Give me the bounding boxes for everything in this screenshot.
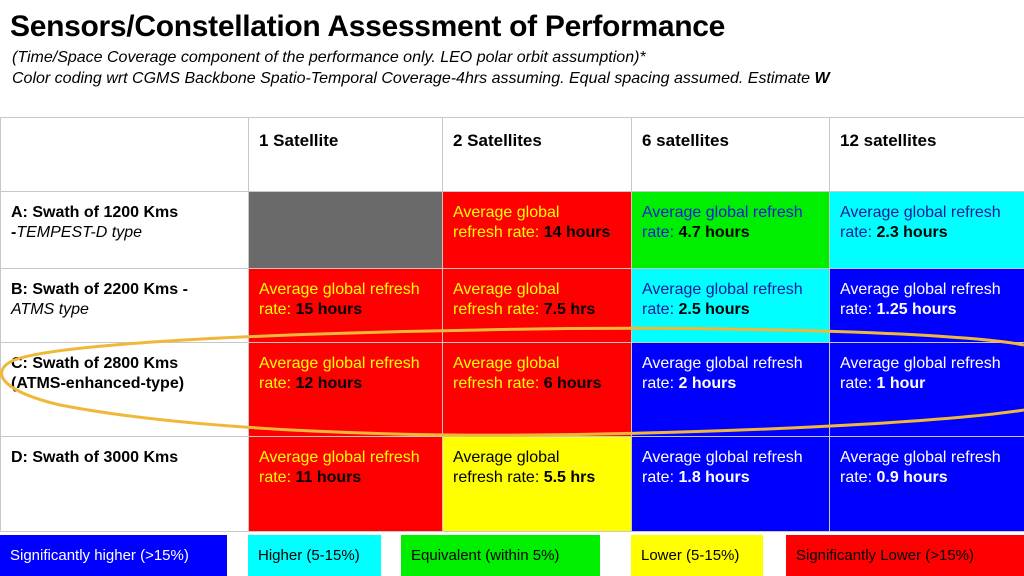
cell-d-1sat: Average global refresh rate: 11 hours bbox=[248, 436, 443, 532]
legend-equivalent: Equivalent (within 5%) bbox=[401, 535, 600, 576]
table-row-d: D: Swath of 3000 Kms Average global refr… bbox=[0, 436, 1024, 532]
subtitle-color-coding-text: Color coding wrt CGMS Backbone Spatio-Te… bbox=[12, 70, 815, 87]
row-label-a: A: Swath of 1200 Kms -TEMPEST-D type bbox=[0, 191, 249, 269]
refresh-value: 5.5 hrs bbox=[543, 469, 596, 486]
row-label-text: B: Swath of 2200 Kms - bbox=[11, 281, 188, 298]
subtitle-coverage: (Time/Space Coverage component of the pe… bbox=[12, 49, 646, 66]
row-label-subtype: TEMPEST-D type bbox=[16, 224, 142, 241]
row-label-subtype: ATMS type bbox=[11, 301, 89, 318]
row-label-prefix: - bbox=[11, 224, 17, 241]
refresh-value: 12 hours bbox=[295, 375, 363, 392]
refresh-value: 14 hours bbox=[543, 224, 611, 241]
header-label: 1 Satellite bbox=[259, 131, 339, 150]
refresh-value: 1.8 hours bbox=[678, 469, 750, 486]
legend-significantly-lower: Significantly Lower (>15%) bbox=[786, 535, 1024, 576]
row-label-text: D: Swath of 3000 Kms bbox=[11, 449, 179, 466]
subtitle-color-coding: Color coding wrt CGMS Backbone Spatio-Te… bbox=[12, 70, 830, 88]
refresh-value: 11 hours bbox=[295, 469, 362, 486]
legend-lower: Lower (5-15%) bbox=[631, 535, 763, 576]
table-row-b: B: Swath of 2200 Kms - ATMS type Average… bbox=[0, 268, 1024, 343]
refresh-value: 4.7 hours bbox=[678, 224, 750, 241]
row-label-b: B: Swath of 2200 Kms - ATMS type bbox=[0, 268, 249, 343]
cell-a-2sat: Average global refresh rate: 14 hours bbox=[442, 191, 632, 269]
subtitle-estimate-symbol: W bbox=[814, 70, 830, 87]
refresh-value: 1.25 hours bbox=[876, 301, 957, 318]
legend-significantly-higher: Significantly higher (>15%) bbox=[0, 535, 227, 576]
cell-c-12sat: Average global refresh rate: 1 hour bbox=[829, 342, 1024, 437]
cell-d-2sat: Average global refresh rate: 5.5 hrs bbox=[442, 436, 632, 532]
performance-table: 1 Satellite 2 Satellites 6 satellites 12… bbox=[0, 117, 1024, 532]
cell-b-6sat: Average global refresh rate: 2.5 hours bbox=[631, 268, 830, 343]
header-1-satellite: 1 Satellite bbox=[248, 117, 443, 192]
legend-higher: Higher (5-15%) bbox=[248, 535, 381, 576]
cell-c-1sat: Average global refresh rate: 12 hours bbox=[248, 342, 443, 437]
refresh-value: 2.3 hours bbox=[876, 224, 948, 241]
cell-a-12sat: Average global refresh rate: 2.3 hours bbox=[829, 191, 1024, 269]
cell-d-6sat: Average global refresh rate: 1.8 hours bbox=[631, 436, 830, 532]
cell-b-1sat: Average global refresh rate: 15 hours bbox=[248, 268, 443, 343]
header-6-satellites: 6 satellites bbox=[631, 117, 830, 192]
cell-d-12sat: Average global refresh rate: 0.9 hours bbox=[829, 436, 1024, 532]
refresh-value: 15 hours bbox=[295, 301, 363, 318]
refresh-value: 7.5 hrs bbox=[543, 301, 596, 318]
table-header-row: 1 Satellite 2 Satellites 6 satellites 12… bbox=[0, 117, 1024, 192]
refresh-value: 2.5 hours bbox=[678, 301, 750, 318]
cell-c-6sat: Average global refresh rate: 2 hours bbox=[631, 342, 830, 437]
page-title: Sensors/Constellation Assessment of Perf… bbox=[10, 10, 726, 43]
header-label: 12 satellites bbox=[840, 131, 937, 150]
table-row-a: A: Swath of 1200 Kms -TEMPEST-D type Ave… bbox=[0, 191, 1024, 269]
row-label-c: C: Swath of 2800 Kms (ATMS-enhanced-type… bbox=[0, 342, 249, 437]
refresh-value: 2 hours bbox=[678, 375, 737, 392]
cell-a-6sat: Average global refresh rate: 4.7 hours bbox=[631, 191, 830, 269]
refresh-value: 0.9 hours bbox=[876, 469, 948, 486]
header-12-satellites: 12 satellites bbox=[829, 117, 1024, 192]
header-2-satellites: 2 Satellites bbox=[442, 117, 632, 192]
row-label-subtype: (ATMS-enhanced-type) bbox=[11, 375, 185, 392]
row-label-text: A: Swath of 1200 Kms bbox=[11, 204, 179, 221]
cell-a-1sat bbox=[248, 191, 443, 269]
cell-c-2sat: Average global refresh rate: 6 hours bbox=[442, 342, 632, 437]
refresh-value: 1 hour bbox=[876, 375, 926, 392]
header-corner bbox=[0, 117, 249, 192]
row-label-text: C: Swath of 2800 Kms bbox=[11, 355, 179, 372]
row-label-d: D: Swath of 3000 Kms bbox=[0, 436, 249, 532]
header-label: 6 satellites bbox=[642, 131, 729, 150]
cell-b-12sat: Average global refresh rate: 1.25 hours bbox=[829, 268, 1024, 343]
cell-b-2sat: Average global refresh rate: 7.5 hrs bbox=[442, 268, 632, 343]
header-label: 2 Satellites bbox=[453, 131, 542, 150]
table-row-c: C: Swath of 2800 Kms (ATMS-enhanced-type… bbox=[0, 342, 1024, 437]
refresh-value: 6 hours bbox=[543, 375, 602, 392]
